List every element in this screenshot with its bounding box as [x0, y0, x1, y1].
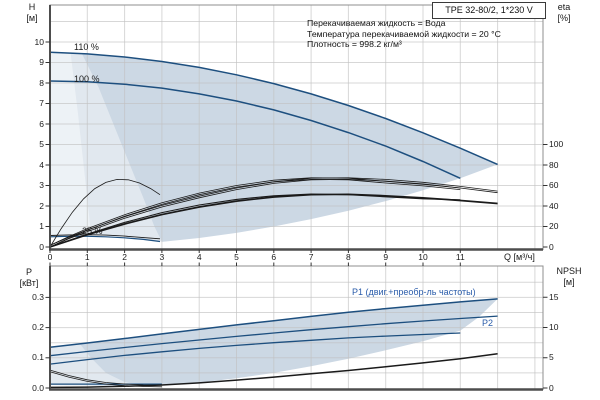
info-density: Плотность = 998.2 кг/м³ — [307, 39, 402, 50]
info-fluid: Перекачиваемая жидкость = Вода — [307, 18, 446, 28]
npsh-tick-0: 0 — [549, 382, 554, 393]
h-tick-5: 5 — [39, 139, 44, 149]
h-tick-3: 3 — [39, 180, 44, 190]
npsh-axis-unit: [м] — [563, 277, 575, 287]
label-p1-curve: P1 (двиг.+преобр-ль частоты) — [352, 287, 476, 297]
h-axis-unit: [м] — [26, 13, 38, 23]
q-tick-9: 9 — [383, 252, 389, 262]
q-tick-0: 0 — [47, 252, 53, 262]
p-tick-0.1: 0.1 — [32, 352, 44, 363]
eta-axis-unit: [%] — [557, 13, 571, 23]
label-25-percent: 25 % — [82, 226, 103, 236]
npsh-axis-label: NPSH [м] — [546, 266, 592, 288]
q-tick-7: 7 — [308, 252, 314, 262]
h-tick-10: 10 — [34, 36, 44, 47]
h-tick-4: 4 — [39, 159, 44, 170]
p-tick-0.2: 0.2 — [32, 322, 44, 333]
h-axis-symbol: H — [28, 2, 36, 12]
eta-tick-20: 20 — [549, 221, 559, 231]
curve-eta-total-110 — [49, 193, 498, 248]
h-tick-9: 9 — [39, 57, 44, 67]
q-tick-1: 1 — [84, 252, 90, 262]
q-tick-6: 6 — [271, 252, 277, 262]
curve-speed-110-percent — [49, 51, 498, 166]
p-axis-symbol: P — [25, 267, 32, 277]
h-tick-8: 8 — [39, 77, 44, 88]
curve-eta-pump-100 — [49, 177, 461, 246]
npsh-axis-symbol: NPSH — [556, 266, 582, 276]
curve-P-decline-25 — [49, 371, 162, 388]
q-tick-10: 10 — [418, 252, 428, 262]
q-tick-8: 8 — [346, 252, 351, 262]
h-tick-6: 6 — [39, 118, 44, 129]
eta-axis-label: eta [%] — [548, 2, 580, 24]
q-tick-4: 4 — [196, 252, 202, 262]
label-100-percent: 100 % — [74, 74, 100, 84]
eta-axis-symbol: eta — [557, 2, 571, 12]
curve-P1-110 — [49, 298, 498, 348]
h-tick-0: 0 — [39, 241, 44, 252]
curve-eta-total-100 — [49, 193, 461, 248]
eta-tick-60: 60 — [549, 180, 559, 190]
npsh-tick-10: 10 — [549, 322, 559, 332]
info-temperature: Температура перекачиваемой жидкости = 20… — [307, 28, 501, 39]
curve-P2-110 — [49, 315, 498, 357]
curve-P1-100 — [49, 332, 461, 365]
p-axis-unit: [кВт] — [19, 278, 39, 288]
p-tick-0.3: 0.3 — [32, 291, 44, 302]
curve-eta-pump-100 — [49, 178, 461, 248]
curve-NPSH — [49, 353, 498, 389]
region-power-left-band — [50, 343, 140, 386]
eta-tick-80: 80 — [549, 159, 559, 170]
p-axis-label: P [кВт] — [9, 267, 49, 289]
q-tick-5: 5 — [234, 252, 239, 262]
npsh-tick-15: 15 — [549, 291, 559, 302]
eta-tick-0: 0 — [549, 241, 554, 252]
label-110-percent: 110 % — [74, 42, 99, 52]
h-tick-1: 1 — [39, 221, 44, 231]
q-axis-label: Q [м³/ч] — [504, 252, 535, 262]
curve-speed-25-percent-limit — [49, 234, 161, 240]
p-tick-0.0: 0.0 — [32, 382, 44, 393]
h-tick-7: 7 — [39, 98, 44, 108]
eta-tick-100: 100 — [549, 139, 564, 149]
q-tick-11: 11 — [455, 252, 465, 262]
npsh-tick-5: 5 — [549, 352, 554, 363]
fluid-info-block: Перекачиваемая жидкость = Вода Температу… — [307, 18, 501, 50]
h-axis-label: H [м] — [18, 2, 46, 24]
h-tick-2: 2 — [39, 200, 44, 211]
q-tick-2: 2 — [122, 252, 127, 262]
curve-speed-100-percent — [49, 80, 461, 179]
label-p2-curve: P2 — [482, 318, 494, 328]
pump-model-title: TPE 32-80/2, 1*230 V — [432, 2, 546, 19]
curve-eta-25-percent — [49, 178, 161, 248]
q-tick-3: 3 — [159, 252, 165, 262]
region-left-band-mid — [50, 51, 162, 242]
eta-tick-40: 40 — [549, 200, 559, 211]
